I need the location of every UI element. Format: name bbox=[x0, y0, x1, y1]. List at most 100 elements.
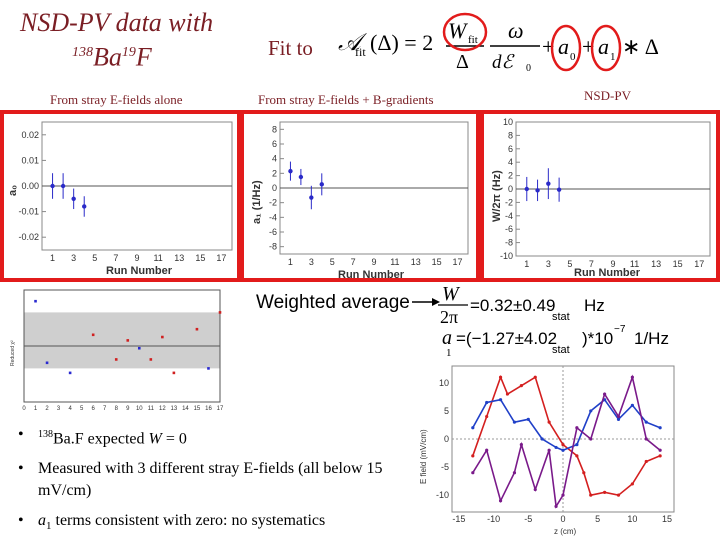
efield-point bbox=[540, 437, 544, 441]
panel-a0: a₀ 0.020.010.00-0.01-0.02 1 3 5 7 9 11 13 15 17 … bbox=[7, 121, 233, 277]
xtick-label: 8 bbox=[115, 406, 119, 412]
efield-point bbox=[471, 426, 475, 430]
xtick-label: 0 bbox=[560, 514, 565, 524]
wavg-a-sub: 1 bbox=[446, 347, 452, 358]
fluorine-symbol: F bbox=[135, 42, 152, 72]
data-point bbox=[309, 195, 314, 200]
efield-point bbox=[616, 414, 621, 419]
xtick-label: 11 bbox=[630, 259, 639, 269]
data-point bbox=[535, 188, 540, 193]
efield-point bbox=[547, 420, 551, 424]
w-ylabel: W/2π (Hz) bbox=[491, 170, 503, 222]
ytick-label: -5 bbox=[441, 462, 449, 472]
efield-series-line bbox=[472, 374, 661, 509]
a1-xlabel: Run Number bbox=[338, 269, 405, 280]
residual-point bbox=[149, 358, 153, 361]
formula-arg: (Δ) = 2 bbox=[370, 30, 433, 55]
title-line1: NSD-PV data with bbox=[20, 8, 214, 37]
xtick-label: 15 bbox=[194, 406, 201, 412]
efield-point bbox=[498, 499, 503, 503]
a0-xlabel: Run Number bbox=[106, 265, 173, 277]
efield-point bbox=[554, 504, 558, 508]
residual-ylabel: Reduced χ² bbox=[10, 340, 16, 366]
efield-point bbox=[644, 459, 648, 464]
bullet-1-iso: 138 bbox=[38, 429, 53, 440]
xtick-label: 7 bbox=[103, 406, 107, 412]
efield-point bbox=[561, 493, 565, 497]
wavg-w-sub: stat bbox=[552, 311, 570, 323]
efield-series-line bbox=[472, 398, 661, 452]
xtick-label: 0 bbox=[22, 406, 26, 412]
xtick-label: 10 bbox=[136, 406, 143, 412]
efield-point bbox=[498, 375, 503, 379]
efield-point bbox=[554, 445, 558, 450]
xtick-label: 17 bbox=[694, 259, 704, 269]
efield-point bbox=[603, 392, 607, 396]
ytick-label: 0 bbox=[272, 183, 277, 193]
xtick-label: 1 bbox=[50, 253, 55, 263]
xtick-label: 4 bbox=[68, 406, 72, 412]
bullet-3-a: a bbox=[38, 512, 46, 530]
bullet-1-text: Ba.F expected bbox=[53, 430, 149, 448]
xtick-label: 3 bbox=[71, 253, 76, 263]
bullet-1: 138Ba.F expected W = 0 bbox=[18, 424, 398, 450]
xtick-label: 15 bbox=[673, 259, 683, 269]
xtick-label: 5 bbox=[80, 406, 84, 412]
efield-point bbox=[630, 375, 634, 379]
formula-lhs-sub: fit bbox=[355, 45, 366, 59]
ytick-label: 2 bbox=[272, 168, 277, 178]
a1-ylabel: a₁ (1/Hz) bbox=[251, 180, 263, 224]
residual-point bbox=[126, 339, 130, 342]
wavg-w-unit: Hz bbox=[584, 296, 605, 315]
efield-xlabel: z (cm) bbox=[554, 527, 577, 536]
xtick-label: 11 bbox=[153, 253, 162, 263]
ytick-label: -6 bbox=[505, 224, 513, 234]
residual-point bbox=[195, 327, 199, 331]
xtick-label: 5 bbox=[595, 514, 600, 524]
ytick-label: 4 bbox=[508, 157, 513, 167]
ytick-label: -10 bbox=[436, 490, 449, 500]
residual-point bbox=[68, 371, 72, 375]
ytick-label: 8 bbox=[272, 124, 277, 134]
formula-w-sub: fit bbox=[468, 34, 478, 46]
fit-label: Fit to bbox=[268, 36, 313, 60]
ytick-label: -2 bbox=[505, 197, 513, 207]
efield-point bbox=[589, 409, 593, 413]
wavg-a-tail: )*10 bbox=[582, 329, 613, 348]
xtick-label: 1 bbox=[34, 406, 38, 412]
confidence-band bbox=[24, 312, 220, 369]
residual-point bbox=[207, 367, 210, 370]
xtick-label: 1 bbox=[288, 257, 293, 267]
title-molecule: 138Ba19F bbox=[20, 38, 235, 73]
bullet-2: Measured with 3 different stray E-fields… bbox=[18, 458, 398, 502]
data-point bbox=[556, 187, 562, 192]
efield-point bbox=[589, 437, 593, 441]
efield-point bbox=[519, 384, 523, 388]
ytick-label: 10 bbox=[439, 378, 449, 388]
xtick-label: 3 bbox=[309, 257, 314, 267]
residual-point bbox=[34, 299, 37, 303]
formula-den1: Δ bbox=[456, 51, 469, 72]
caption-right: NSD-PV bbox=[584, 88, 631, 103]
xtick-label: 11 bbox=[390, 257, 399, 267]
ytick-label: 0 bbox=[508, 184, 513, 194]
xtick-label: 5 bbox=[330, 257, 335, 267]
residual-point bbox=[137, 346, 141, 350]
ytick-label: 5 bbox=[444, 406, 449, 416]
formula-omega: ω bbox=[508, 18, 524, 43]
slide-title: NSD-PV data with 138Ba19F bbox=[20, 8, 235, 73]
xtick-label: -5 bbox=[524, 514, 532, 524]
a0-ylabel: a₀ bbox=[7, 185, 19, 196]
xtick-label: 3 bbox=[57, 406, 61, 412]
xtick-label: 13 bbox=[411, 257, 421, 267]
wavg-w-value: =0.32±0.49 bbox=[470, 296, 555, 315]
formula-den2-sub: 0 bbox=[526, 63, 531, 72]
xtick-label: 17 bbox=[217, 406, 224, 412]
efield-point bbox=[505, 392, 510, 396]
data-point bbox=[50, 183, 55, 189]
xtick-label: 7 bbox=[113, 253, 118, 263]
efield-point bbox=[630, 482, 634, 486]
efield-point bbox=[658, 454, 662, 458]
ytick-label: 2 bbox=[508, 171, 513, 181]
